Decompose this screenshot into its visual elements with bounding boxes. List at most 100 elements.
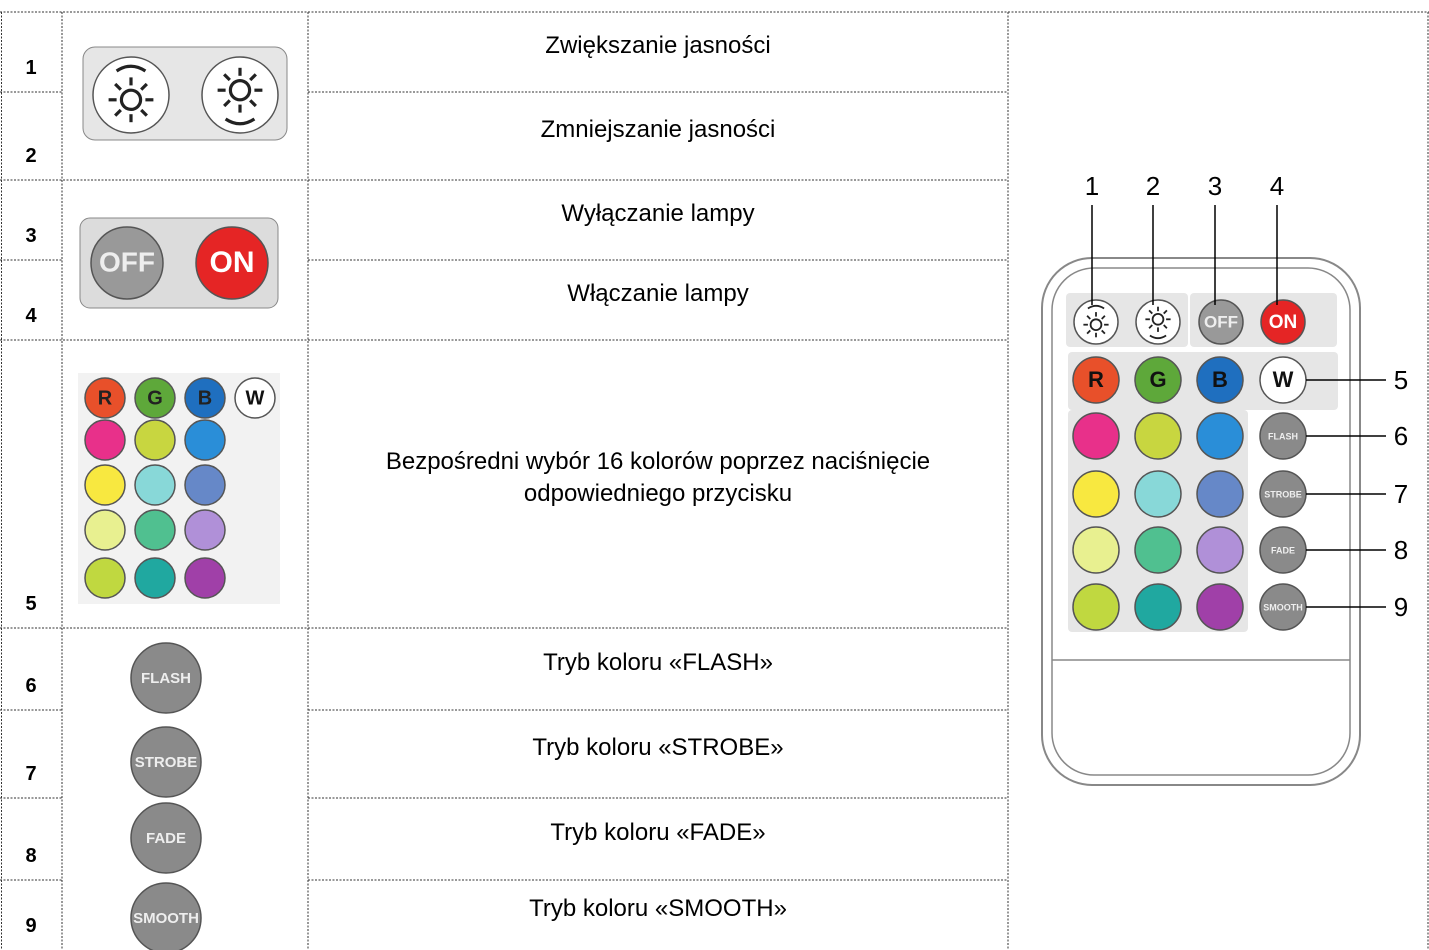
color-button (1134, 583, 1182, 631)
sun-ray (1101, 315, 1106, 320)
sun-core (1151, 312, 1165, 326)
sun-ray (1086, 329, 1091, 335)
color-button-label: W (1273, 367, 1294, 392)
color-button (84, 419, 126, 461)
mode-button (130, 882, 202, 950)
color-button (1072, 412, 1120, 460)
color-button (1196, 412, 1244, 460)
sun-ray (140, 82, 148, 91)
sun-ray (140, 108, 148, 117)
sun-ray (114, 108, 122, 117)
off-button (90, 226, 164, 300)
mode-button-label: FADE (146, 830, 186, 847)
brightness-icon (217, 67, 263, 126)
color-button-label: W (246, 387, 265, 409)
arc-arrow (1149, 334, 1167, 340)
brightness-button (92, 56, 170, 134)
callout-number: 7 (1394, 479, 1408, 509)
callout-number: 3 (1208, 171, 1222, 201)
row-description: Zmniejszanie jasności (540, 116, 776, 143)
color-button (134, 377, 176, 419)
sun-ray (223, 73, 231, 82)
color-button (184, 557, 226, 599)
arc-arrow (224, 117, 256, 126)
callout-number: 8 (1394, 535, 1408, 565)
color-button (1072, 526, 1120, 574)
sun-ray (1086, 315, 1091, 320)
color-button-label: R (98, 387, 113, 409)
color-button-label: G (147, 387, 163, 409)
color-button (184, 377, 226, 419)
sun-core (228, 78, 252, 102)
row-description: Tryb koloru «FADE» (550, 819, 766, 846)
sun-ray (114, 82, 122, 91)
sun-core (1089, 318, 1103, 332)
callout-number: 4 (1270, 171, 1284, 201)
color-button-label: G (1149, 367, 1166, 392)
color-button (1134, 356, 1182, 404)
color-button (134, 509, 176, 551)
row-description: Zwiększanie jasności (545, 32, 771, 59)
mode-button-label: SMOOTH (1263, 602, 1303, 612)
row-description: Tryb koloru «FLASH» (543, 649, 773, 676)
on-button (1260, 299, 1306, 345)
color-button (1196, 526, 1244, 574)
on-button (195, 226, 269, 300)
sun-core (119, 88, 143, 112)
row-number: 4 (25, 305, 37, 327)
off-button-label: OFF (1204, 312, 1238, 331)
row-description: Włączanie lampy (567, 280, 749, 307)
color-button (1196, 583, 1244, 631)
on-button-label: ON (210, 246, 255, 279)
sun-ray (249, 99, 257, 108)
color-button (134, 464, 176, 506)
sun-ray (1148, 324, 1153, 329)
sun-ray (1163, 324, 1168, 329)
color-button (1072, 470, 1120, 518)
brightness-button (1073, 299, 1119, 345)
mode-button (130, 642, 202, 714)
color-button (84, 464, 126, 506)
row-number: 6 (25, 675, 37, 697)
brightness-icon (1083, 304, 1109, 338)
color-button (134, 419, 176, 461)
mode-button-label: SMOOTH (133, 910, 199, 927)
color-button (184, 464, 226, 506)
brightness-button (201, 56, 279, 134)
mode-button (130, 802, 202, 874)
color-button (184, 509, 226, 551)
color-button (234, 377, 276, 419)
color-button (84, 557, 126, 599)
on-button-label: ON (1269, 312, 1298, 333)
row-number: 2 (25, 145, 37, 167)
brightness-icon (1145, 306, 1171, 340)
row-number: 7 (25, 763, 37, 785)
mode-button-label: FLASH (1268, 431, 1298, 441)
color-button (1072, 583, 1120, 631)
color-button-label: B (1212, 367, 1228, 392)
color-button-label: R (1088, 367, 1104, 392)
arc-arrow (1087, 304, 1105, 310)
color-button (84, 509, 126, 551)
row-description: Bezpośredni wybór 16 kolorów poprzez nac… (385, 448, 931, 507)
color-button (84, 377, 126, 419)
callout-number: 6 (1394, 421, 1408, 451)
color-button (184, 419, 226, 461)
mode-button (130, 726, 202, 798)
color-button (1134, 470, 1182, 518)
callout-number: 9 (1394, 592, 1408, 622)
color-button-label: B (198, 387, 212, 409)
mode-button-label: STROBE (135, 754, 198, 771)
row-number: 1 (25, 57, 37, 79)
mode-button-label: FADE (1271, 545, 1295, 555)
color-button (1134, 412, 1182, 460)
off-button (1198, 299, 1244, 345)
row-number: 8 (25, 845, 37, 867)
row-number: 9 (25, 915, 37, 937)
brightness-icon (108, 64, 154, 123)
sun-ray (249, 73, 257, 82)
brightness-button (1135, 299, 1181, 345)
sun-ray (1101, 329, 1106, 335)
